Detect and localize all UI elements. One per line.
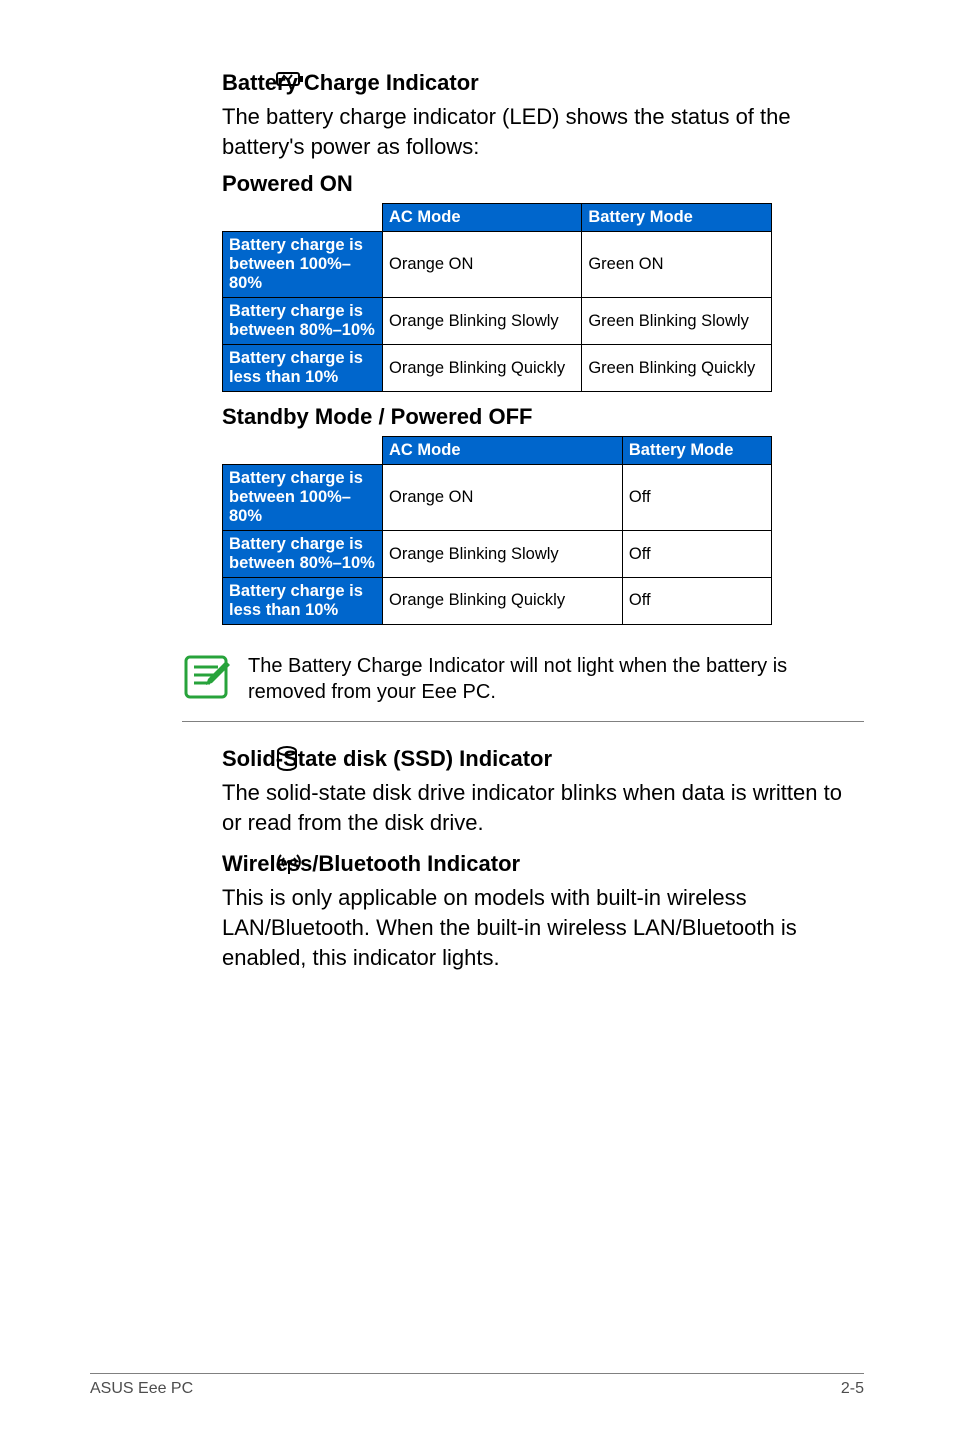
battery-charge-section: Battery Charge Indicator The battery cha… bbox=[90, 70, 864, 625]
powered-on-table: AC Mode Battery Mode Battery charge is b… bbox=[222, 203, 772, 392]
row-80-10: Battery charge is between 80%–10% bbox=[223, 531, 383, 578]
ssd-heading-row: Solid-State disk (SSD) Indicator bbox=[90, 746, 864, 772]
ssd-section: Solid-State disk (SSD) Indicator The sol… bbox=[90, 746, 864, 837]
t2-r1-b: Off bbox=[622, 465, 771, 531]
t2-r3-b: Off bbox=[622, 578, 771, 625]
wireless-heading-row: Wireless/Bluetooth Indicator bbox=[90, 851, 864, 877]
note-icon bbox=[182, 653, 230, 701]
note-text: The Battery Charge Indicator will not li… bbox=[248, 653, 864, 705]
row-lt-10: Battery charge is less than 10% bbox=[223, 578, 383, 625]
page-footer: ASUS Eee PC 2-5 bbox=[90, 1373, 864, 1398]
antenna-icon bbox=[276, 851, 306, 875]
table-corner bbox=[223, 437, 383, 465]
t2-r2-ac: Orange Blinking Slowly bbox=[383, 531, 623, 578]
powered-on-heading: Powered ON bbox=[222, 171, 864, 197]
t2-r1-ac: Orange ON bbox=[383, 465, 623, 531]
footer-right: 2-5 bbox=[841, 1380, 864, 1398]
table-corner bbox=[223, 204, 383, 232]
col-battery: Battery Mode bbox=[582, 204, 772, 232]
t1-r1-b: Green ON bbox=[582, 232, 772, 298]
wireless-section: Wireless/Bluetooth Indicator This is onl… bbox=[90, 851, 864, 972]
col-ac: AC Mode bbox=[383, 204, 582, 232]
row-100-80: Battery charge is between 100%–80% bbox=[223, 232, 383, 298]
ssd-body: The solid-state disk drive indicator bli… bbox=[222, 778, 864, 837]
battery-body: The battery charge indicator (LED) shows… bbox=[222, 102, 864, 161]
t1-r3-b: Green Blinking Quickly bbox=[582, 345, 772, 392]
col-battery: Battery Mode bbox=[622, 437, 771, 465]
battery-heading-row: Battery Charge Indicator bbox=[90, 70, 864, 96]
standby-table: AC Mode Battery Mode Battery charge is b… bbox=[222, 436, 772, 625]
wireless-heading: Wireless/Bluetooth Indicator bbox=[222, 851, 864, 877]
battery-icon bbox=[276, 70, 306, 88]
row-100-80: Battery charge is between 100%–80% bbox=[223, 465, 383, 531]
note-box: The Battery Charge Indicator will not li… bbox=[182, 639, 864, 722]
standby-heading: Standby Mode / Powered OFF bbox=[222, 404, 864, 430]
t1-r1-ac: Orange ON bbox=[383, 232, 582, 298]
t1-r3-ac: Orange Blinking Quickly bbox=[383, 345, 582, 392]
battery-heading: Battery Charge Indicator bbox=[222, 70, 864, 96]
col-ac: AC Mode bbox=[383, 437, 623, 465]
t1-r2-b: Green Blinking Slowly bbox=[582, 298, 772, 345]
footer-left: ASUS Eee PC bbox=[90, 1380, 193, 1398]
wireless-body: This is only applicable on models with b… bbox=[222, 883, 864, 972]
t2-r2-b: Off bbox=[622, 531, 771, 578]
disk-icon bbox=[276, 746, 306, 772]
row-80-10: Battery charge is between 80%–10% bbox=[223, 298, 383, 345]
t1-r2-ac: Orange Blinking Slowly bbox=[383, 298, 582, 345]
row-lt-10: Battery charge is less than 10% bbox=[223, 345, 383, 392]
t2-r3-ac: Orange Blinking Quickly bbox=[383, 578, 623, 625]
ssd-heading: Solid-State disk (SSD) Indicator bbox=[222, 746, 864, 772]
